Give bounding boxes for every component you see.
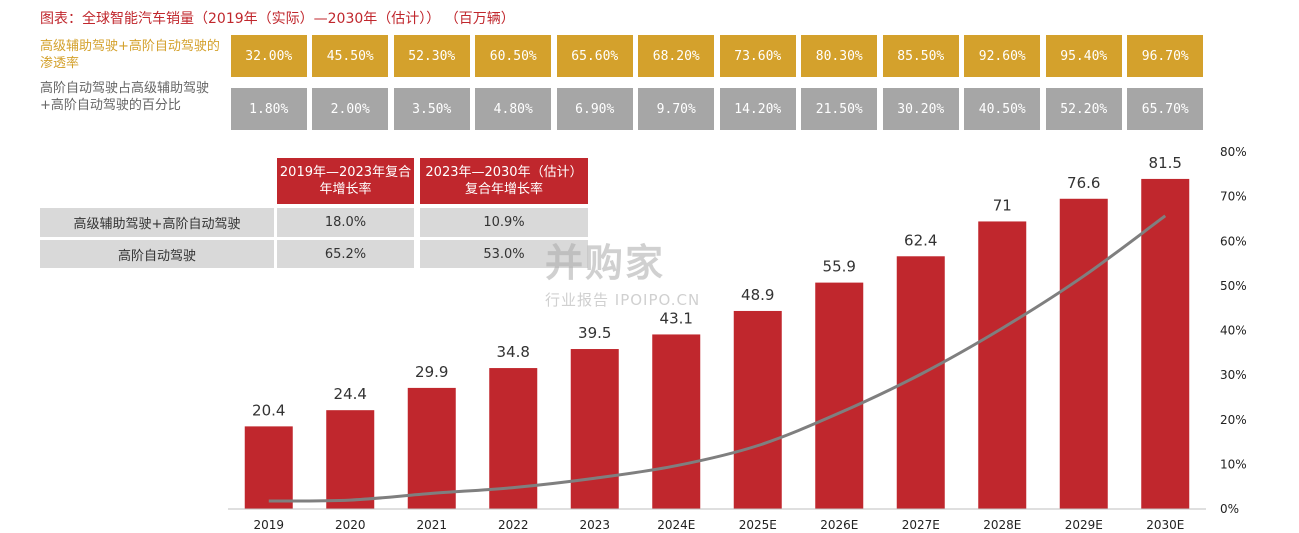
high-share-value-2025E: 14.20%	[719, 88, 796, 130]
bar-2025E	[733, 310, 782, 509]
bar-2026E	[815, 282, 864, 509]
x-tick-2027E: 2027E	[902, 518, 940, 532]
penetration-value-2021: 52.30%	[393, 35, 470, 77]
y2-tick-70%: 70%	[1220, 190, 1247, 204]
x-tick-2023: 2023	[579, 518, 610, 532]
penetration-value-2027E: 85.50%	[882, 35, 959, 77]
bar-2028E	[978, 221, 1027, 509]
cagr-header-2019-2023: 2019年—2023年复合年增长率	[277, 158, 414, 204]
bar-2019	[244, 426, 293, 509]
x-tick-2026E: 2026E	[820, 518, 858, 532]
high-share-value-2019: 1.80%	[230, 88, 307, 130]
bar-data-label-2028E: 71	[993, 196, 1012, 214]
penetration-value-2020: 45.50%	[312, 35, 389, 77]
x-tick-2024E: 2024E	[657, 518, 695, 532]
penetration-value-2019: 32.00%	[230, 35, 307, 77]
high-share-value-2028E: 40.50%	[964, 88, 1041, 130]
bar-data-label-2022: 34.8	[497, 343, 530, 361]
bar-data-label-2023: 39.5	[578, 324, 611, 342]
x-tick-2030E: 2030E	[1146, 518, 1184, 532]
bar-data-label-2024E: 43.1	[660, 309, 693, 327]
bar-data-label-2026E: 55.9	[823, 258, 856, 276]
y2-tick-10%: 10%	[1220, 457, 1247, 471]
high-share-value-2026E: 21.50%	[801, 88, 878, 130]
cagr-row-label-adas: 高级辅助驾驶+高阶自动驾驶	[40, 208, 274, 237]
bar-data-label-2027E: 62.4	[904, 231, 937, 249]
x-tick-2025E: 2025E	[739, 518, 777, 532]
x-tick-2022: 2022	[498, 518, 529, 532]
x-tick-2029E: 2029E	[1065, 518, 1103, 532]
penetration-value-2023: 65.60%	[556, 35, 633, 77]
bar-2021	[407, 387, 456, 509]
penetration-value-2029E: 95.40%	[1045, 35, 1122, 77]
cagr-value-adas-2023-2030: 10.9%	[420, 208, 588, 237]
bar-2023	[570, 349, 619, 509]
high-share-value-2030E: 65.70%	[1127, 88, 1204, 130]
high-share-value-2020: 2.00%	[312, 88, 389, 130]
high-share-line	[268, 214, 1167, 503]
bar-2030E	[1141, 178, 1190, 510]
penetration-value-2022: 60.50%	[475, 35, 552, 77]
bar-data-label-2019: 20.4	[252, 401, 285, 419]
bar-data-label-2030E: 81.5	[1149, 154, 1182, 172]
cagr-header-2023-2030: 2023年—2030年（估计）复合年增长率	[420, 158, 588, 204]
bar-2020	[326, 410, 375, 509]
penetration-value-2030E: 96.70%	[1127, 35, 1204, 77]
cagr-value-high-2023-2030: 53.0%	[420, 240, 588, 268]
cagr-value-adas-2019-2023: 18.0%	[277, 208, 414, 237]
chart-title: 图表：全球智能汽车销量（2019年（实际）—2030年（估计）） （百万辆）	[40, 11, 515, 27]
y2-tick-80%: 80%	[1220, 145, 1247, 159]
high-share-value-2027E: 30.20%	[882, 88, 959, 130]
penetration-value-2025E: 73.60%	[719, 35, 796, 77]
cagr-value-high-2019-2023: 65.2%	[277, 240, 414, 268]
cagr-row-label-high: 高阶自动驾驶	[40, 240, 274, 268]
bar-data-label-2020: 24.4	[334, 385, 367, 403]
high-share-value-2024E: 9.70%	[638, 88, 715, 130]
y2-tick-60%: 60%	[1220, 234, 1247, 248]
y2-tick-30%: 30%	[1220, 368, 1247, 382]
bar-data-label-2021: 29.9	[415, 363, 448, 381]
penetration-row-label: 高级辅助驾驶+高阶自动驾驶的渗透率	[40, 39, 220, 71]
high-share-value-2023: 6.90%	[556, 88, 633, 130]
bar-data-label-2029E: 76.6	[1067, 174, 1100, 192]
high-share-value-2029E: 52.20%	[1045, 88, 1122, 130]
penetration-value-2026E: 80.30%	[801, 35, 878, 77]
x-tick-2021: 2021	[416, 518, 447, 532]
bar-2024E	[652, 334, 701, 509]
y2-tick-0%: 0%	[1220, 502, 1239, 516]
high-share-value-2022: 4.80%	[475, 88, 552, 130]
bar-2029E	[1059, 198, 1108, 509]
bar-data-label-2025E: 48.9	[741, 286, 774, 304]
high-share-row-label: 高阶自动驾驶占高级辅助驾驶+高阶自动驾驶的百分比	[40, 81, 210, 113]
y2-tick-40%: 40%	[1220, 324, 1247, 338]
penetration-value-2024E: 68.20%	[638, 35, 715, 77]
x-tick-2019: 2019	[253, 518, 284, 532]
x-tick-2028E: 2028E	[983, 518, 1021, 532]
y2-tick-20%: 20%	[1220, 413, 1247, 427]
penetration-value-2028E: 92.60%	[964, 35, 1041, 77]
high-share-value-2021: 3.50%	[393, 88, 470, 130]
y2-tick-50%: 50%	[1220, 279, 1247, 293]
x-tick-2020: 2020	[335, 518, 366, 532]
